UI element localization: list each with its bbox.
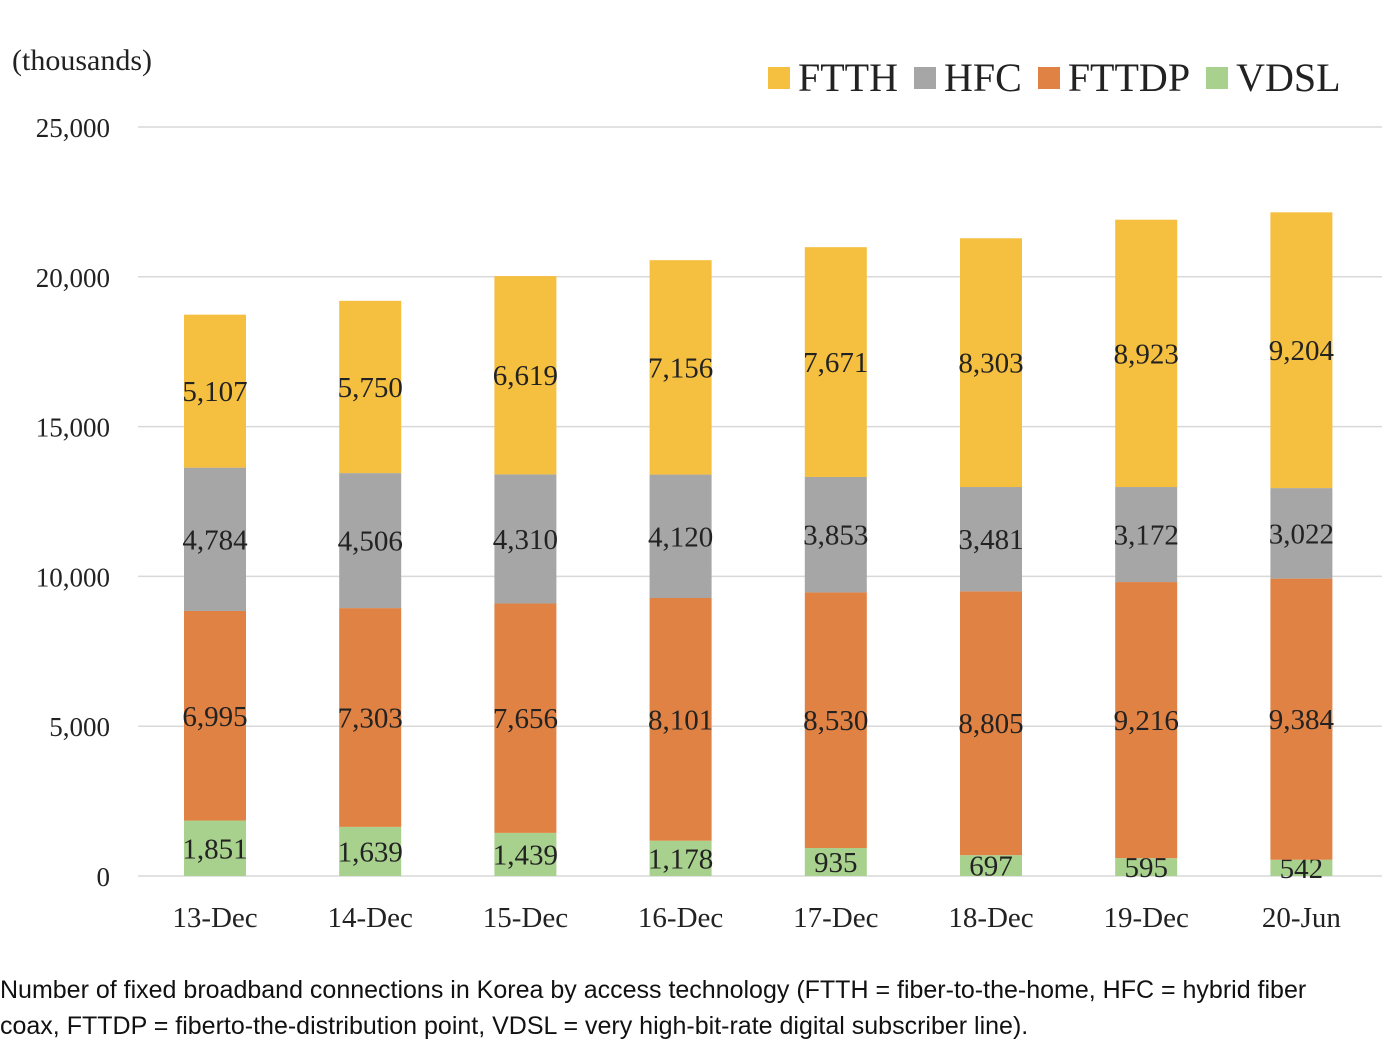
figure-caption: Number of fixed broadband connections in… [0, 976, 1307, 1040]
bar-vdsl [1115, 858, 1178, 876]
y-tick-label: 15,000 [36, 413, 110, 443]
legend-swatch-fttdp [1037, 66, 1060, 89]
legend-item-hfc: HFC [914, 54, 1022, 101]
legend-item-fttdp: FTTDP [1037, 54, 1191, 101]
data-label-fttdp: 7,656 [493, 703, 558, 735]
data-label-hfc: 4,506 [338, 526, 403, 558]
data-label-hfc: 4,310 [493, 524, 558, 556]
legend-swatch-vdsl [1206, 66, 1229, 89]
legend-item-ftth: FTTH [768, 54, 898, 101]
legend-label-vdsl: VDSL [1236, 55, 1341, 100]
bar-fttdp [649, 598, 712, 841]
data-label-vdsl: 935 [814, 847, 858, 879]
x-tick-label: 19-Dec [1104, 902, 1189, 934]
bar-vdsl [494, 832, 557, 876]
data-label-ftth: 5,750 [338, 372, 403, 404]
unit-label: (thousands) [12, 44, 152, 77]
bar-ftth [1270, 212, 1333, 489]
data-label-vdsl: 697 [969, 851, 1013, 883]
bar-hfc [960, 487, 1022, 592]
data-label-ftth: 9,204 [1269, 335, 1335, 367]
data-label-hfc: 3,853 [803, 520, 868, 552]
bar-ftth [184, 314, 246, 468]
bar-vdsl [339, 826, 402, 876]
bar-fttdp [184, 610, 246, 821]
data-label-vdsl: 1,178 [648, 843, 713, 875]
bar-ftth [960, 238, 1022, 488]
data-label-fttdp: 8,530 [803, 705, 868, 737]
data-label-ftth: 5,107 [182, 376, 247, 408]
y-tick-label: 0 [97, 862, 111, 892]
bar-ftth [339, 300, 402, 474]
bar-fttdp [960, 591, 1022, 856]
data-label-hfc: 3,481 [958, 524, 1023, 556]
data-label-hfc: 3,022 [1269, 518, 1334, 550]
y-tick-label: 5,000 [49, 712, 110, 742]
x-tick-label: 15-Dec [483, 902, 568, 934]
data-label-fttdp: 8,805 [958, 708, 1023, 740]
x-tick-label: 20-Jun [1262, 902, 1341, 934]
x-tick-label: 14-Dec [328, 902, 413, 934]
bar-fttdp [339, 608, 402, 827]
bar-fttdp [494, 603, 557, 833]
data-label-ftth: 6,619 [493, 360, 558, 392]
data-label-ftth: 8,303 [958, 348, 1023, 380]
data-label-fttdp: 9,216 [1114, 705, 1179, 737]
data-label-hfc: 3,172 [1114, 520, 1179, 552]
legend-label-hfc: HFC [944, 55, 1022, 100]
data-label-hfc: 4,784 [182, 524, 248, 556]
x-tick-label: 16-Dec [638, 902, 723, 934]
legend-label-fttdp: FTTDP [1067, 55, 1191, 100]
bar-vdsl [960, 855, 1022, 876]
bar-hfc [649, 474, 712, 599]
data-label-fttdp: 7,303 [338, 702, 403, 734]
legend-swatch-ftth [768, 66, 790, 89]
bar-ftth [804, 247, 867, 477]
chart-legend: FTTH HFC FTTDP VDSL [768, 54, 1357, 101]
bar-vdsl [649, 840, 712, 876]
data-label-fttdp: 6,995 [182, 701, 247, 733]
x-tick-label: 17-Dec [793, 902, 878, 934]
bar-fttdp [1270, 578, 1333, 860]
bar-vdsl [1270, 859, 1333, 876]
data-label-fttdp: 9,384 [1269, 704, 1335, 736]
bar-hfc [494, 474, 557, 604]
bar-hfc [804, 476, 867, 593]
bar-hfc [339, 473, 402, 609]
bar-vdsl [184, 820, 246, 876]
data-label-ftth: 8,923 [1114, 338, 1179, 370]
data-label-hfc: 4,120 [648, 521, 713, 553]
bar-ftth [494, 276, 557, 475]
bar-ftth [649, 260, 712, 475]
y-tick-label: 25,000 [36, 113, 110, 143]
data-label-vdsl: 1,639 [338, 836, 403, 868]
x-tick-label: 13-Dec [172, 902, 257, 934]
y-tick-label: 10,000 [36, 562, 110, 592]
legend-swatch-hfc [914, 66, 936, 89]
stacked-bar-chart: 0 5,000 10,000 15,000 20,000 25,000 1,851 6,995… [36, 113, 1382, 934]
legend-item-vdsl: VDSL [1206, 54, 1341, 101]
y-tick-label: 20,000 [36, 263, 110, 293]
data-label-vdsl: 1,851 [182, 833, 247, 865]
x-tick-label: 18-Dec [948, 902, 1033, 934]
bar-fttdp [804, 592, 867, 848]
bar-hfc [184, 467, 246, 611]
data-label-ftth: 7,671 [803, 347, 868, 379]
bar-fttdp [1115, 582, 1178, 859]
bar-hfc [1115, 487, 1178, 583]
bar-ftth [1115, 219, 1178, 488]
data-label-vdsl: 1,439 [493, 839, 558, 871]
data-label-fttdp: 8,101 [648, 704, 713, 736]
bar-vdsl [804, 847, 867, 876]
data-label-ftth: 7,156 [648, 352, 713, 384]
bar-hfc [1270, 488, 1333, 579]
legend-label-ftth: FTTH [798, 55, 898, 100]
